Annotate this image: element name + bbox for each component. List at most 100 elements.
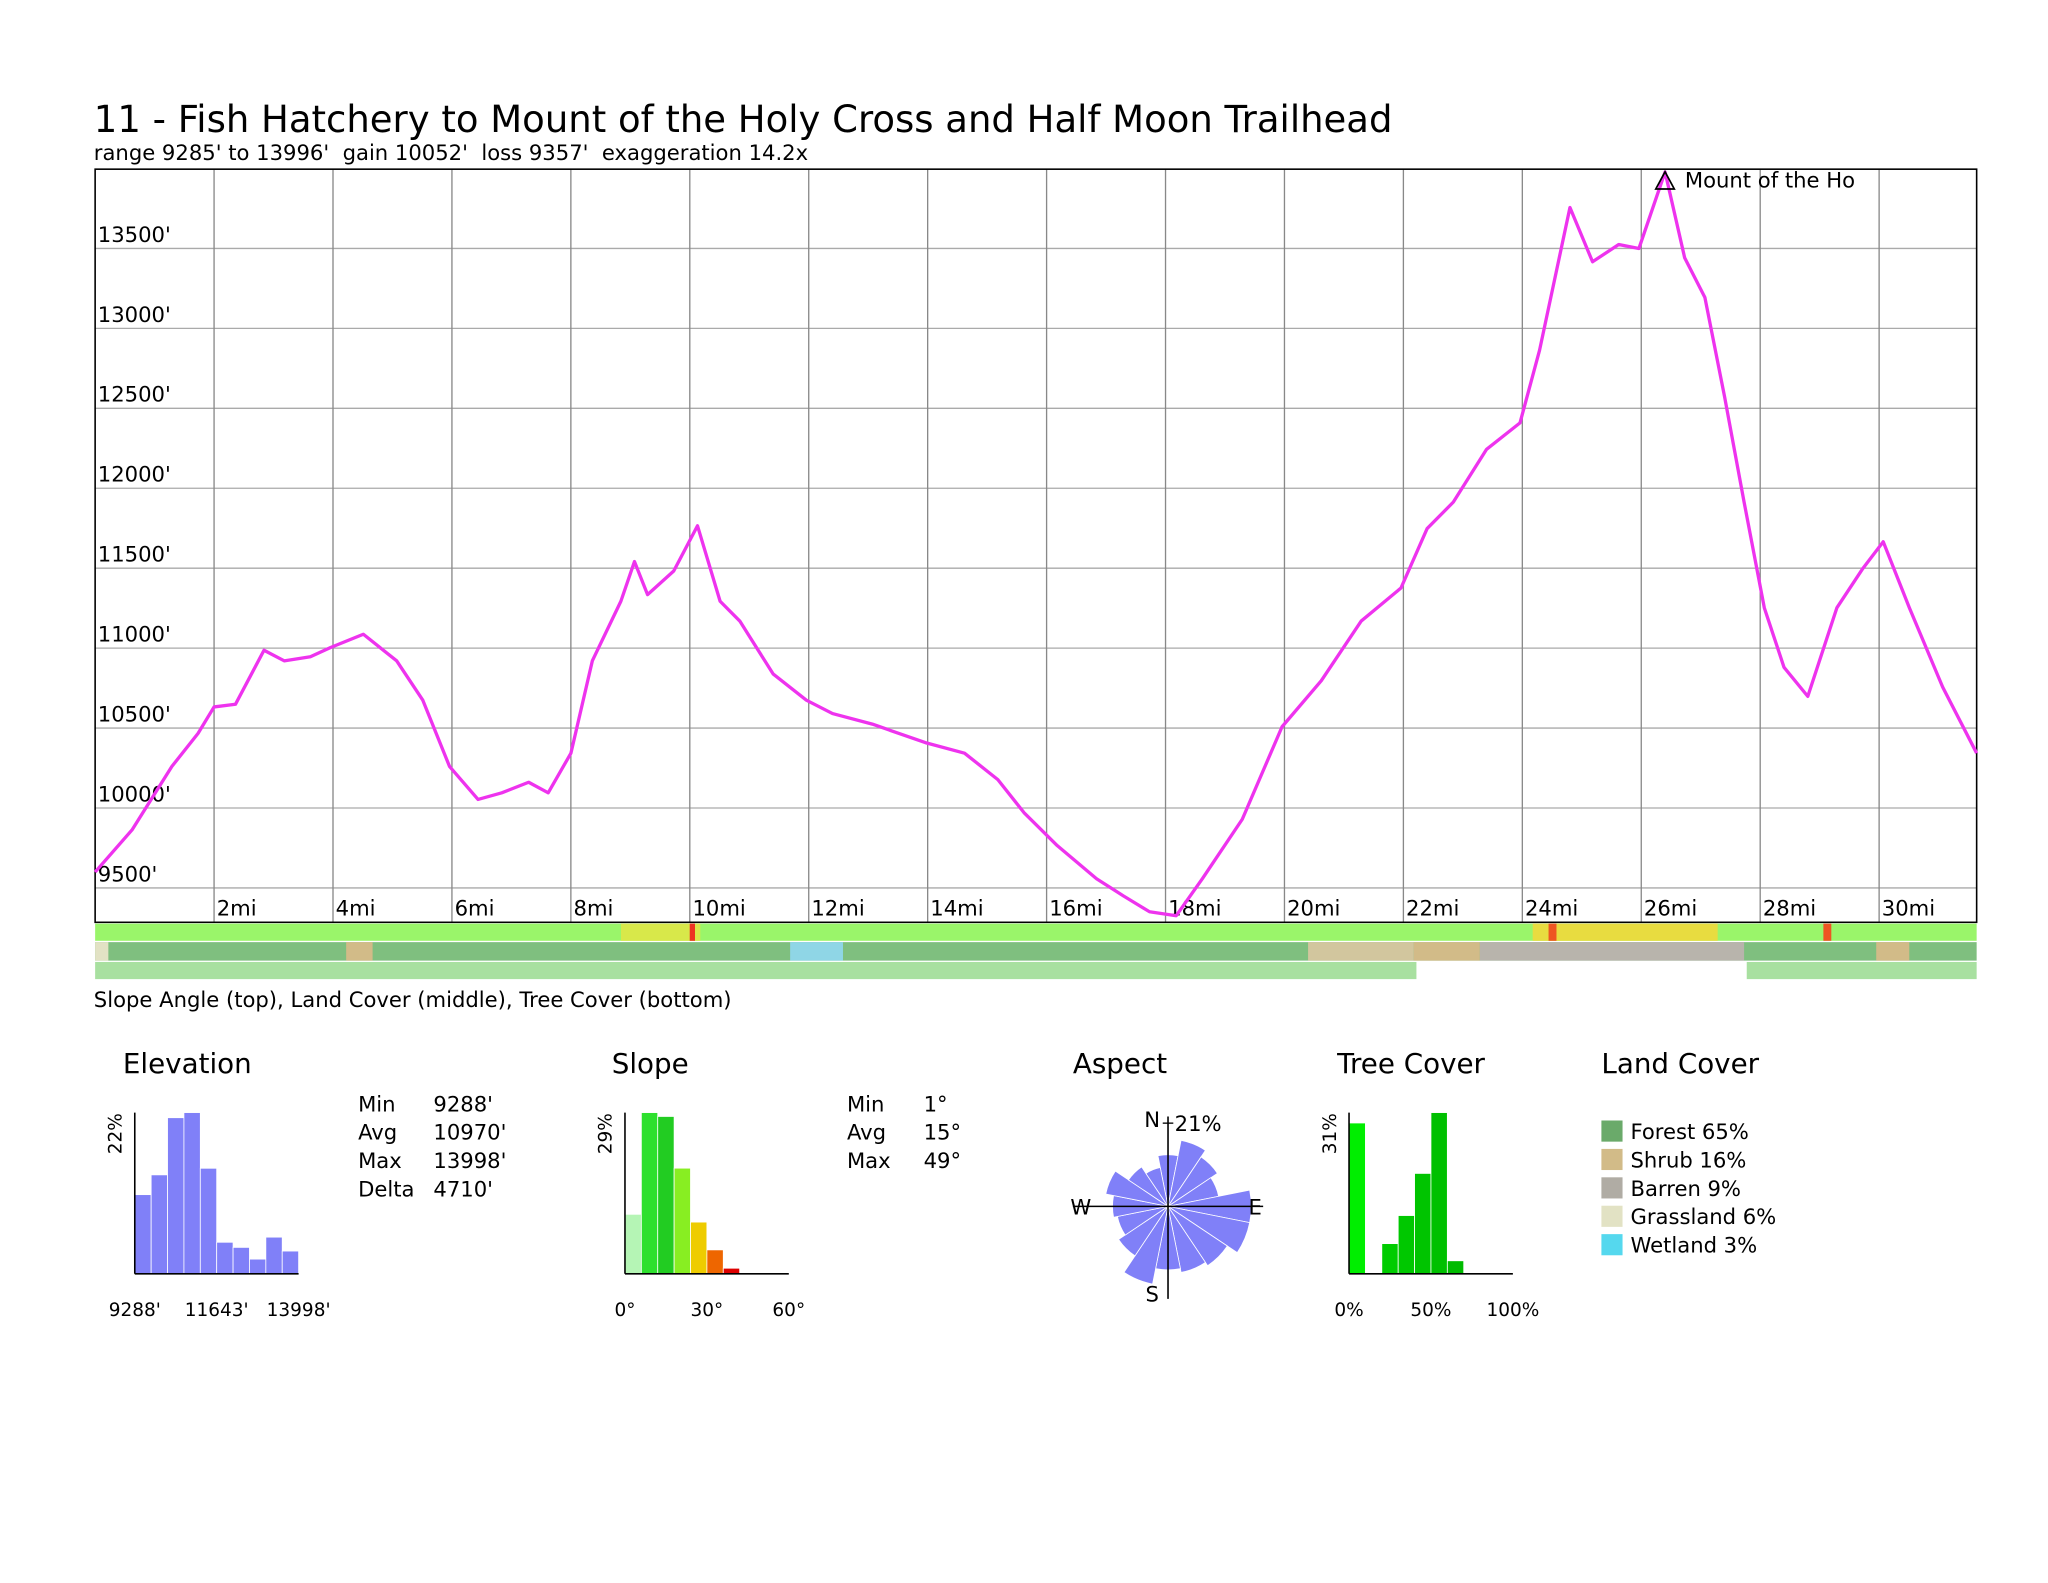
histogram-bar bbox=[183, 1112, 201, 1275]
histogram-bar bbox=[249, 1258, 267, 1275]
legend-name: Forest bbox=[1630, 1119, 1695, 1144]
x-tick-label: 16mi bbox=[1049, 896, 1102, 921]
rose-sector bbox=[1167, 1206, 1228, 1267]
y-tick-label: 11500' bbox=[98, 542, 171, 567]
legend-name: Shrub bbox=[1630, 1147, 1692, 1172]
x-tick-label: 50% bbox=[1410, 1300, 1451, 1321]
histogram-bar bbox=[134, 1194, 152, 1275]
direction-label: N bbox=[1144, 1107, 1160, 1132]
legend-value: 16% bbox=[1699, 1147, 1746, 1172]
x-tick-label: 9288' bbox=[109, 1300, 161, 1321]
histogram-bar bbox=[167, 1117, 185, 1275]
stat-value: 9288' bbox=[433, 1091, 493, 1116]
direction-label: S bbox=[1145, 1282, 1158, 1307]
rose-sector bbox=[1105, 1170, 1169, 1207]
legend-swatch bbox=[1601, 1120, 1623, 1142]
stat-label: Avg bbox=[358, 1120, 397, 1145]
stat-value: 10970' bbox=[433, 1120, 506, 1145]
strip-segment bbox=[1413, 942, 1480, 961]
histogram-bar bbox=[640, 1112, 659, 1275]
histogram-bar bbox=[722, 1267, 741, 1275]
x-tick-label: 11643' bbox=[185, 1300, 249, 1321]
strip-segment bbox=[1479, 942, 1745, 961]
rose-sector bbox=[1167, 1206, 1206, 1273]
x-tick-label: 0% bbox=[1334, 1300, 1363, 1321]
legend-value: 65% bbox=[1702, 1119, 1749, 1144]
legend-name: Grassland bbox=[1630, 1204, 1736, 1229]
rose-sector bbox=[1127, 1166, 1169, 1207]
y-tick-label: 22% bbox=[106, 1113, 127, 1154]
legend-label: Barren 9% bbox=[1630, 1176, 1740, 1201]
strip-caption: Slope Angle (top), Land Cover (middle), … bbox=[94, 987, 732, 1012]
strip-segment bbox=[621, 923, 701, 941]
x-tick-label: 8mi bbox=[574, 896, 614, 921]
y-tick-label: 9500' bbox=[98, 861, 158, 886]
stat-label: Max bbox=[358, 1148, 402, 1173]
legend-name: Wetland bbox=[1630, 1233, 1717, 1258]
histogram-bar bbox=[199, 1167, 218, 1275]
strip-segment bbox=[1823, 923, 1832, 941]
rose-sector bbox=[1167, 1205, 1251, 1254]
histogram-bar bbox=[1430, 1112, 1448, 1275]
x-tick-label: 30mi bbox=[1882, 896, 1935, 921]
y-tick-label: 13000' bbox=[98, 302, 171, 327]
treecover-strip bbox=[95, 961, 1977, 980]
chart-title: 11 - Fish Hatchery to Mount of the Holy … bbox=[94, 98, 1393, 141]
strip-segment bbox=[95, 961, 1417, 980]
stat-label: Delta bbox=[358, 1176, 414, 1201]
strip-segment bbox=[689, 923, 695, 941]
histogram-bar bbox=[1348, 1122, 1366, 1275]
legend-label: Grassland 6% bbox=[1630, 1204, 1776, 1229]
x-tick-label: 20mi bbox=[1287, 896, 1340, 921]
y-tick-label: 12000' bbox=[98, 462, 171, 487]
legend-swatch bbox=[1601, 1234, 1623, 1256]
legend-name: Barren bbox=[1630, 1176, 1700, 1201]
stat-label: Max bbox=[847, 1148, 891, 1173]
histogram-bar bbox=[624, 1213, 642, 1275]
histogram-bar bbox=[673, 1167, 691, 1275]
x-tick-label: 12mi bbox=[811, 896, 864, 921]
stat-value: 15° bbox=[924, 1120, 961, 1145]
strip-segment bbox=[1532, 923, 1718, 941]
histogram-bar bbox=[216, 1241, 234, 1275]
strip-segment bbox=[790, 942, 843, 961]
plot-border bbox=[94, 168, 1978, 924]
x-tick-label: 30° bbox=[691, 1300, 724, 1321]
strip-segment bbox=[346, 942, 373, 961]
x-tick-label: 28mi bbox=[1763, 896, 1816, 921]
y-tick-label: 29% bbox=[596, 1113, 617, 1154]
section-title: Tree Cover bbox=[1336, 1047, 1485, 1080]
rose-sector bbox=[1118, 1206, 1169, 1257]
x-tick-label: 60° bbox=[772, 1300, 805, 1321]
legend-swatch bbox=[1601, 1177, 1623, 1199]
histogram-bar bbox=[1381, 1243, 1399, 1275]
x-tick-label: 22mi bbox=[1406, 896, 1459, 921]
x-tick-label: 100% bbox=[1486, 1300, 1539, 1321]
strip-segment bbox=[95, 942, 109, 961]
legend-value: 6% bbox=[1743, 1204, 1777, 1229]
y-tick-label: 10500' bbox=[98, 701, 171, 726]
rose-sector bbox=[1123, 1206, 1169, 1285]
peak-label: Mount of the Ho bbox=[1685, 168, 1855, 193]
stat-label: Min bbox=[847, 1091, 885, 1116]
histogram-bar bbox=[281, 1250, 300, 1275]
stat-label: Min bbox=[358, 1091, 396, 1116]
legend-value: 3% bbox=[1724, 1233, 1758, 1258]
y-tick-label: 13500' bbox=[98, 222, 171, 247]
legend-swatch bbox=[1601, 1205, 1623, 1227]
x-tick-label: 13998' bbox=[267, 1300, 331, 1321]
x-tick-label: 14mi bbox=[930, 896, 983, 921]
direction-label: W bbox=[1070, 1194, 1091, 1219]
histogram-bar bbox=[232, 1246, 250, 1275]
landcover-strip bbox=[95, 942, 1977, 961]
legend-label: Shrub 16% bbox=[1630, 1147, 1746, 1172]
histogram-bar bbox=[150, 1174, 168, 1275]
y-tick-label: 31% bbox=[1320, 1113, 1341, 1154]
stat-value: 4710' bbox=[433, 1176, 493, 1201]
stat-value: 49° bbox=[924, 1148, 961, 1173]
strip-segment bbox=[1876, 942, 1910, 961]
rose-sector bbox=[1167, 1156, 1218, 1207]
